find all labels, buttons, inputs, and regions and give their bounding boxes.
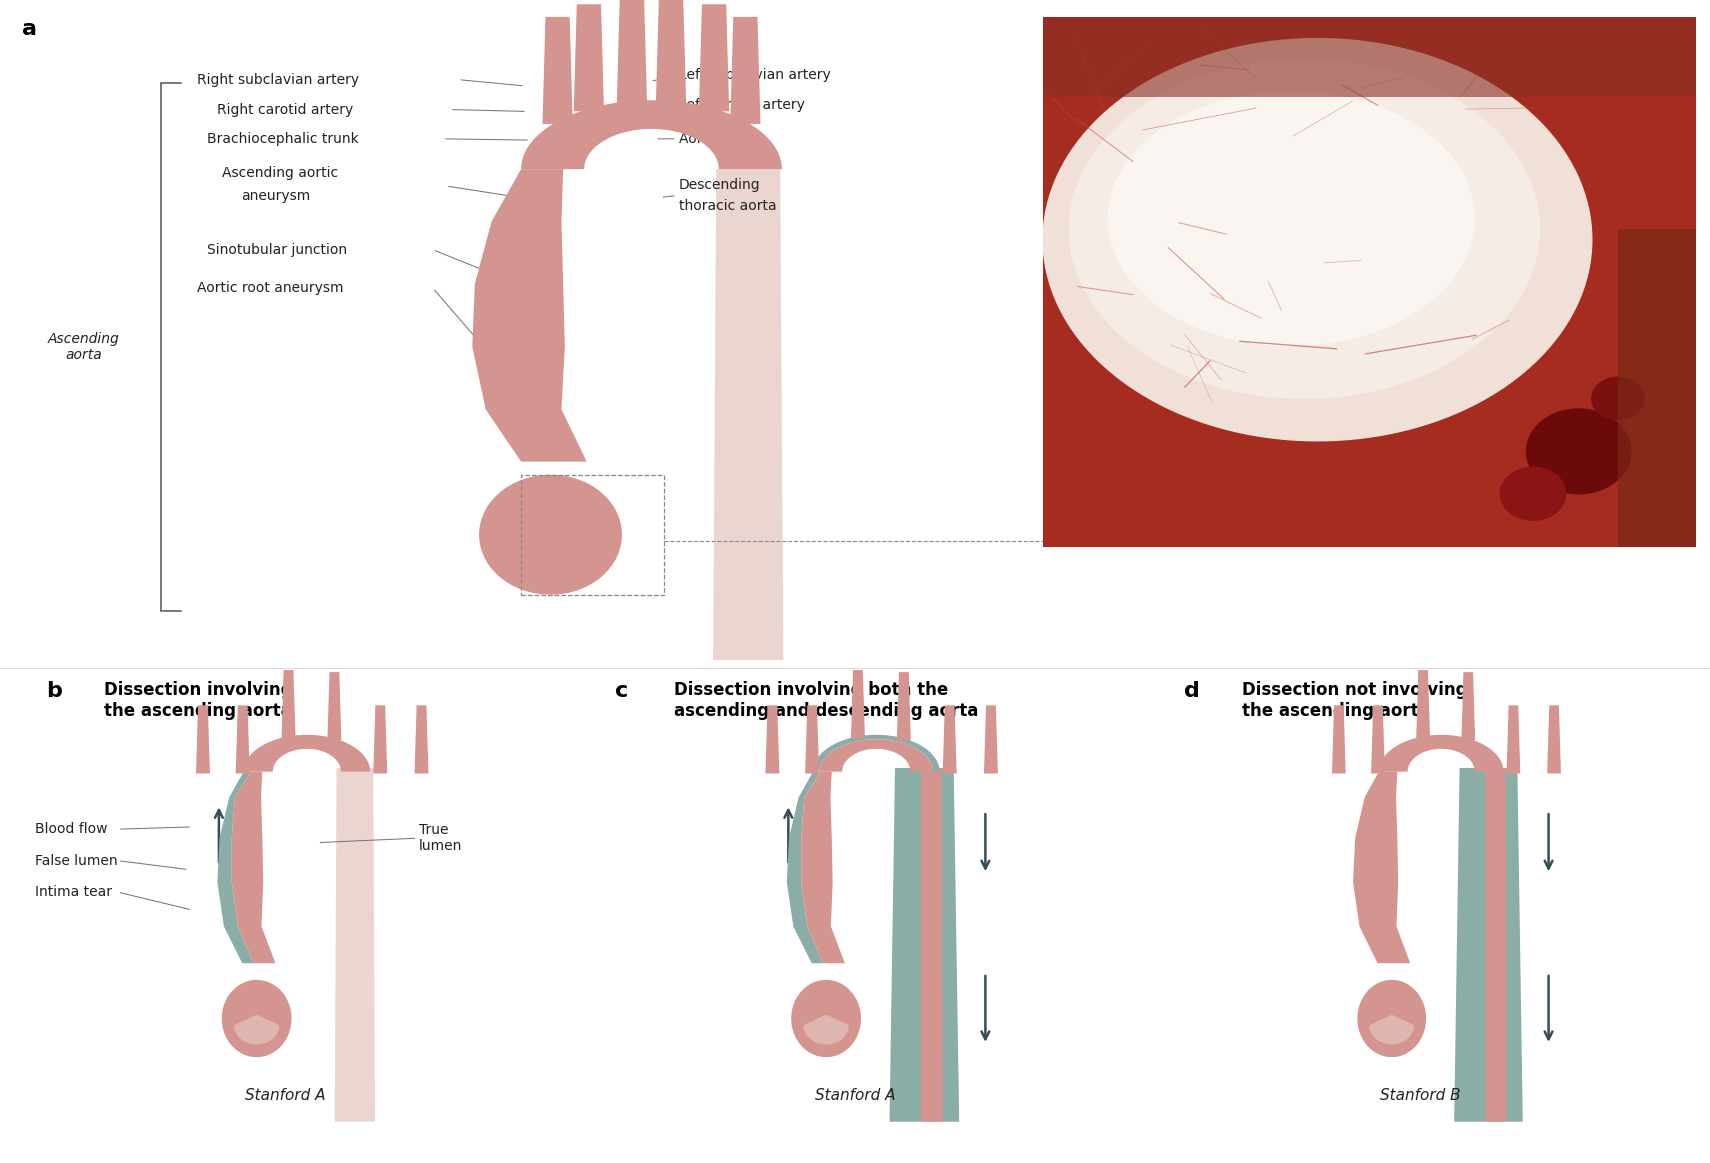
Polygon shape <box>282 670 296 739</box>
Text: c: c <box>616 680 629 701</box>
Polygon shape <box>896 672 911 741</box>
Polygon shape <box>1416 670 1430 739</box>
Text: thoracic aorta: thoracic aorta <box>679 199 776 213</box>
Polygon shape <box>522 100 781 169</box>
Polygon shape <box>222 980 292 1057</box>
Polygon shape <box>805 705 819 773</box>
Polygon shape <box>617 0 646 104</box>
Polygon shape <box>233 772 275 963</box>
Polygon shape <box>327 672 342 741</box>
Polygon shape <box>1370 1014 1414 1044</box>
Polygon shape <box>1507 705 1520 773</box>
Bar <box>522 475 663 594</box>
Text: Aortic arch: Aortic arch <box>679 131 754 145</box>
Text: True
lumen: True lumen <box>419 823 462 854</box>
Text: Brachiocephalic trunk: Brachiocephalic trunk <box>207 131 359 145</box>
Text: Dissection involving both the
ascending and descending aorta: Dissection involving both the ascending … <box>674 680 978 720</box>
Polygon shape <box>802 772 845 963</box>
Text: Stanford A: Stanford A <box>245 1089 325 1104</box>
Polygon shape <box>942 705 956 773</box>
Text: False lumen: False lumen <box>36 854 118 868</box>
Text: Right subclavian artery: Right subclavian artery <box>197 72 359 86</box>
Polygon shape <box>479 475 622 594</box>
Polygon shape <box>1332 705 1346 773</box>
Polygon shape <box>922 768 942 1121</box>
Polygon shape <box>766 705 780 773</box>
Polygon shape <box>792 980 862 1057</box>
Polygon shape <box>889 768 959 1121</box>
Polygon shape <box>1548 705 1561 773</box>
Polygon shape <box>1592 377 1643 420</box>
Polygon shape <box>542 17 573 124</box>
Text: Stanford B: Stanford B <box>1380 1089 1460 1104</box>
Bar <box>1618 229 1696 547</box>
Polygon shape <box>1069 59 1539 399</box>
Text: Intima tear: Intima tear <box>36 885 113 899</box>
Polygon shape <box>243 735 369 772</box>
Text: Dissection not involving
the ascending aorta: Dissection not involving the ascending a… <box>1241 680 1467 720</box>
Text: Blood flow: Blood flow <box>36 822 108 836</box>
Text: Ascending
aorta: Ascending aorta <box>48 331 120 362</box>
Text: Dissection involving
the ascending aorta: Dissection involving the ascending aorta <box>104 680 292 720</box>
Polygon shape <box>236 705 250 773</box>
Text: Aortic root aneurysm: Aortic root aneurysm <box>197 281 344 295</box>
Polygon shape <box>1108 92 1474 345</box>
Polygon shape <box>1527 409 1631 493</box>
Polygon shape <box>575 5 604 112</box>
Polygon shape <box>472 169 587 462</box>
Text: Stanford A: Stanford A <box>814 1089 894 1104</box>
Polygon shape <box>804 1014 848 1044</box>
Polygon shape <box>787 772 823 963</box>
Polygon shape <box>713 169 783 661</box>
Polygon shape <box>1462 672 1476 741</box>
Polygon shape <box>1043 38 1592 441</box>
Polygon shape <box>852 670 865 739</box>
Polygon shape <box>1454 768 1524 1121</box>
Polygon shape <box>197 705 210 773</box>
Polygon shape <box>730 17 761 124</box>
Polygon shape <box>234 1014 279 1044</box>
Polygon shape <box>335 768 374 1121</box>
Text: Right carotid artery: Right carotid artery <box>217 102 354 116</box>
Text: d: d <box>1183 680 1200 701</box>
Bar <box>1043 17 1696 97</box>
Polygon shape <box>1486 768 1507 1121</box>
Polygon shape <box>1500 468 1566 520</box>
Polygon shape <box>657 0 686 104</box>
Polygon shape <box>1371 705 1385 773</box>
Polygon shape <box>414 705 429 773</box>
Text: Left carotid artery: Left carotid artery <box>679 98 805 112</box>
Polygon shape <box>373 705 386 773</box>
Polygon shape <box>983 705 999 773</box>
Text: Sinotubular junction: Sinotubular junction <box>207 243 347 257</box>
Text: Left subclavian artery: Left subclavian artery <box>679 69 831 83</box>
Text: Ascending aortic: Ascending aortic <box>222 166 339 180</box>
Polygon shape <box>217 772 253 963</box>
Polygon shape <box>819 740 934 772</box>
Text: b: b <box>46 680 62 701</box>
Polygon shape <box>1358 980 1426 1057</box>
Text: Descending: Descending <box>679 178 761 192</box>
Polygon shape <box>699 5 728 112</box>
Polygon shape <box>812 735 939 772</box>
Polygon shape <box>1353 772 1411 963</box>
Text: aneurysm: aneurysm <box>241 188 310 202</box>
Text: a: a <box>22 19 38 40</box>
Polygon shape <box>1378 735 1503 772</box>
